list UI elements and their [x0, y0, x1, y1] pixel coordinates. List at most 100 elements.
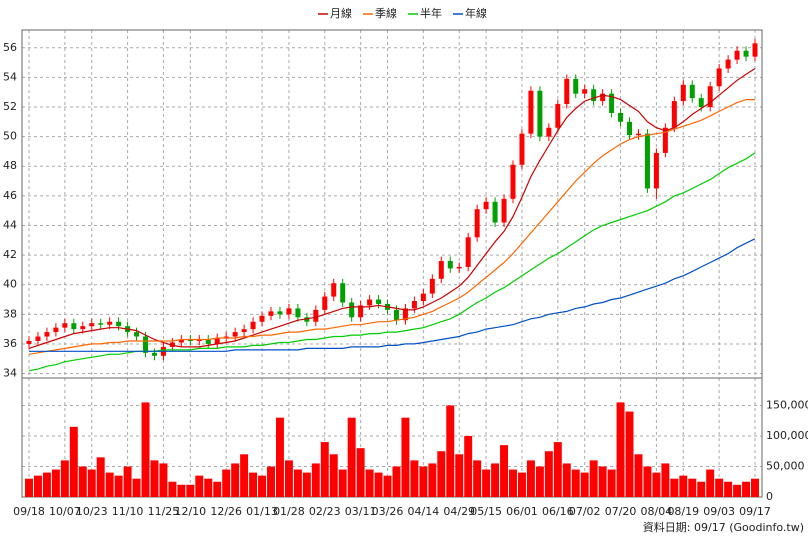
candle-body	[367, 299, 373, 306]
moving-average-line	[29, 238, 756, 352]
x-tick-label: 12/26	[210, 505, 242, 518]
candle-body	[340, 283, 346, 303]
candle-body	[98, 323, 104, 325]
volume-bar	[500, 445, 509, 497]
candle-body	[555, 104, 561, 128]
x-tick-label: 09/03	[703, 505, 735, 518]
volume-bar	[526, 460, 535, 497]
y-tick-label: 36	[3, 337, 17, 350]
volume-bar	[706, 469, 715, 497]
x-tick-label: 08/04	[641, 505, 673, 518]
candle-body	[662, 127, 668, 153]
candle-body	[474, 209, 480, 238]
candle-body	[564, 78, 570, 105]
y-tick-label: 42	[3, 248, 17, 261]
candle-body	[259, 315, 265, 322]
volume-bar	[329, 454, 338, 497]
volume-bar	[302, 472, 311, 497]
x-tick-label: 07/20	[605, 505, 637, 518]
y2-tick-label: 0	[766, 490, 773, 503]
volume-bar	[213, 481, 222, 497]
candle-body	[671, 101, 677, 128]
volume-bar	[733, 484, 742, 497]
volume-bar	[320, 442, 329, 497]
candle-body	[286, 308, 292, 315]
volume-bar	[284, 460, 293, 497]
candle-body	[591, 89, 597, 102]
volume-bar	[670, 478, 679, 497]
volume-bar	[293, 469, 302, 497]
candle-body	[707, 86, 713, 108]
candle-body	[644, 133, 650, 189]
annotation: 資料日期: 09/17 (Goodinfo.tw)	[643, 520, 804, 534]
volume-bar	[356, 448, 365, 497]
candle-body	[635, 133, 641, 136]
volume-bar	[634, 454, 643, 497]
volume-bar	[419, 466, 428, 497]
candle-body	[241, 329, 247, 333]
volume-bar	[562, 463, 571, 497]
volume-bar	[338, 469, 347, 497]
volume-bar	[482, 469, 491, 497]
volume-bar	[258, 475, 267, 497]
candle-body	[223, 336, 229, 339]
volume-bar	[186, 484, 195, 497]
candle-body	[53, 327, 59, 333]
volume-bar	[51, 469, 60, 497]
candle-body	[438, 261, 444, 279]
volume-bar	[544, 451, 553, 497]
moving-average-line	[28, 67, 756, 349]
x-tick-label: 09/17	[739, 505, 771, 518]
volume-bar	[392, 466, 401, 497]
y-tick-label: 38	[3, 307, 17, 320]
volume-bar	[428, 463, 437, 497]
volume-bar	[240, 454, 249, 497]
candle-body	[447, 261, 453, 269]
candle-body	[26, 340, 32, 344]
candle-body	[151, 352, 157, 356]
volume-bar	[688, 478, 697, 497]
volume-bar	[141, 402, 150, 497]
x-tick-label: 10/07	[49, 505, 81, 518]
volume-bar	[517, 472, 526, 497]
volume-bar	[374, 472, 383, 497]
candle-body	[510, 164, 516, 199]
candle-body	[698, 98, 704, 108]
volume-bar	[159, 463, 168, 497]
legend-label: 月線	[330, 6, 352, 20]
candle-body	[214, 338, 220, 344]
candle-body	[277, 311, 283, 315]
candle-body	[35, 336, 41, 341]
candle-body	[232, 332, 238, 337]
legend-label: 半年	[420, 6, 442, 20]
candle-body	[752, 43, 758, 57]
candle-body	[178, 339, 184, 343]
candle-body	[429, 278, 435, 294]
x-tick-label: 08/19	[667, 505, 699, 518]
y-tick-label: 48	[3, 159, 17, 172]
moving-average-line	[28, 99, 755, 355]
volume-bar	[69, 426, 78, 497]
volume-panel-frame	[21, 377, 763, 498]
volume-bar	[275, 417, 284, 497]
x-tick-label: 06/16	[542, 505, 574, 518]
volume-bar	[751, 478, 759, 497]
candle-body	[143, 336, 149, 353]
volume-bar	[437, 451, 446, 497]
candle-body	[250, 321, 256, 330]
volume-bar	[96, 457, 105, 497]
y-tick-label: 34	[3, 367, 17, 380]
x-tick-label: 04/14	[408, 505, 440, 518]
candle-body	[107, 321, 113, 325]
y-tick-label: 40	[3, 278, 17, 291]
candle-body	[358, 305, 364, 318]
volume-bar	[643, 466, 652, 497]
volume-bar	[204, 478, 213, 497]
candle-body	[304, 317, 310, 322]
candle-body	[62, 323, 68, 328]
candle-body	[573, 78, 579, 94]
volume-bar	[410, 460, 419, 497]
volume-bar	[347, 417, 356, 497]
candle-body	[187, 339, 193, 341]
volume-bar	[383, 475, 392, 497]
